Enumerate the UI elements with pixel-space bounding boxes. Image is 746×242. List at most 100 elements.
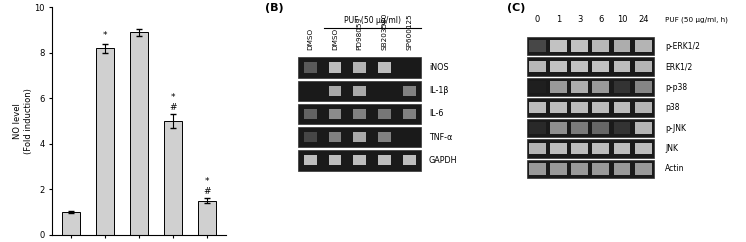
- Bar: [592, 81, 609, 93]
- Text: p-JNK: p-JNK: [665, 124, 686, 133]
- Bar: [328, 86, 342, 96]
- Bar: [550, 122, 567, 134]
- Bar: [550, 143, 567, 154]
- Text: p-ERK1/2: p-ERK1/2: [665, 42, 700, 51]
- Bar: [635, 102, 652, 113]
- Bar: [571, 40, 588, 52]
- Text: IL-6: IL-6: [429, 109, 443, 118]
- Text: 10: 10: [617, 15, 627, 24]
- Bar: [304, 62, 316, 73]
- Bar: [529, 40, 545, 52]
- Bar: [527, 98, 653, 117]
- Text: 3: 3: [577, 15, 583, 24]
- Bar: [527, 119, 653, 137]
- Bar: [378, 109, 391, 119]
- Y-axis label: NO level
(Fold induction): NO level (Fold induction): [13, 88, 33, 154]
- Text: 0: 0: [535, 15, 540, 24]
- Bar: [378, 155, 391, 166]
- Bar: [613, 163, 630, 175]
- Bar: [403, 155, 416, 166]
- Bar: [529, 61, 545, 72]
- Bar: [571, 163, 588, 175]
- Text: TNF-α: TNF-α: [429, 133, 452, 142]
- Bar: [298, 127, 421, 147]
- Bar: [592, 40, 609, 52]
- Bar: [403, 109, 416, 119]
- Text: PUF (50 μg/ml): PUF (50 μg/ml): [344, 16, 401, 25]
- Bar: [550, 81, 567, 93]
- Bar: [635, 40, 652, 52]
- Text: *: *: [103, 31, 107, 40]
- Bar: [378, 132, 391, 142]
- Bar: [328, 132, 342, 142]
- Bar: [354, 132, 366, 142]
- Text: DMSO: DMSO: [307, 28, 313, 51]
- Bar: [635, 122, 652, 134]
- Text: iNOS: iNOS: [429, 63, 448, 72]
- Bar: [304, 155, 316, 166]
- Bar: [328, 109, 342, 119]
- Bar: [527, 57, 653, 76]
- Bar: [529, 143, 545, 154]
- Text: (B): (B): [265, 3, 283, 13]
- Bar: [592, 163, 609, 175]
- Bar: [304, 109, 316, 119]
- Text: IL-1β: IL-1β: [429, 86, 448, 95]
- Bar: [529, 102, 545, 113]
- Bar: [130, 32, 148, 235]
- Bar: [304, 132, 316, 142]
- Bar: [529, 81, 545, 93]
- Bar: [354, 155, 366, 166]
- Text: *: *: [204, 177, 210, 186]
- Bar: [592, 61, 609, 72]
- Bar: [592, 122, 609, 134]
- Text: SB203580: SB203580: [381, 13, 387, 51]
- Bar: [328, 155, 342, 166]
- Bar: [527, 160, 653, 178]
- Bar: [403, 86, 416, 96]
- Text: #: #: [169, 103, 177, 112]
- Text: *: *: [171, 93, 175, 102]
- Bar: [550, 61, 567, 72]
- Bar: [613, 81, 630, 93]
- Bar: [95, 48, 114, 235]
- Bar: [571, 122, 588, 134]
- Bar: [527, 37, 653, 55]
- Text: (C): (C): [507, 3, 525, 13]
- Bar: [298, 104, 421, 124]
- Bar: [298, 81, 421, 101]
- Text: ERK1/2: ERK1/2: [665, 62, 692, 71]
- Bar: [613, 143, 630, 154]
- Text: 1: 1: [556, 15, 561, 24]
- Bar: [571, 102, 588, 113]
- Bar: [354, 62, 366, 73]
- Bar: [527, 139, 653, 158]
- Text: GAPDH: GAPDH: [429, 156, 457, 165]
- Text: PUF (50 μg/ml, h): PUF (50 μg/ml, h): [665, 16, 728, 23]
- Bar: [328, 62, 342, 73]
- Bar: [62, 212, 81, 235]
- Text: DMSO: DMSO: [332, 28, 338, 51]
- Text: 24: 24: [638, 15, 648, 24]
- Bar: [592, 102, 609, 113]
- Text: p-p38: p-p38: [665, 83, 687, 92]
- Bar: [354, 86, 366, 96]
- Bar: [529, 122, 545, 134]
- Bar: [529, 163, 545, 175]
- Bar: [635, 61, 652, 72]
- Text: #: #: [203, 187, 211, 196]
- Bar: [635, 163, 652, 175]
- Bar: [550, 163, 567, 175]
- Bar: [527, 78, 653, 96]
- Bar: [298, 150, 421, 171]
- Text: p38: p38: [665, 103, 680, 112]
- Bar: [378, 62, 391, 73]
- Bar: [635, 81, 652, 93]
- Bar: [354, 109, 366, 119]
- Bar: [613, 102, 630, 113]
- Bar: [613, 122, 630, 134]
- Bar: [163, 121, 182, 235]
- Bar: [635, 143, 652, 154]
- Bar: [571, 143, 588, 154]
- Bar: [571, 81, 588, 93]
